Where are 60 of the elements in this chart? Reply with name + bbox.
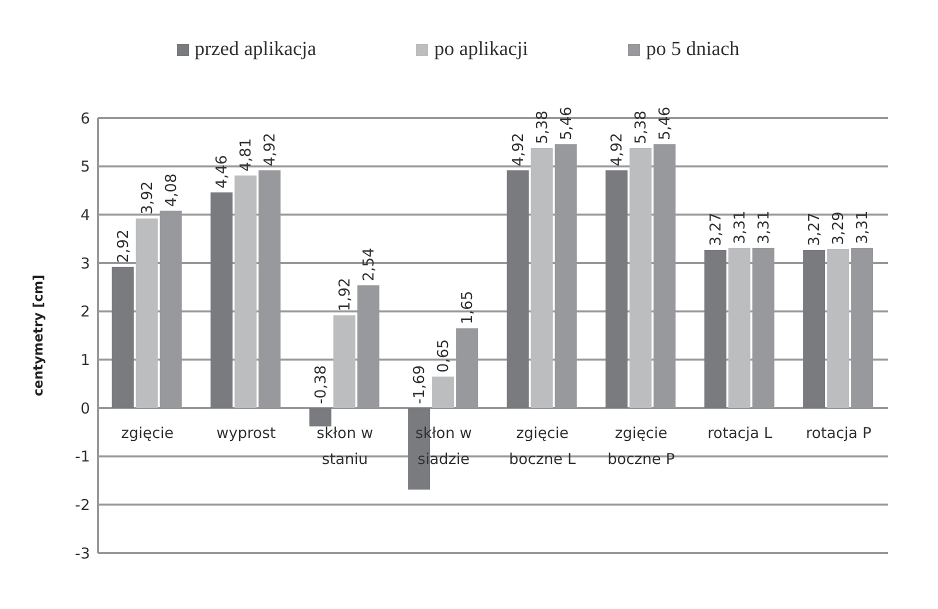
bar <box>333 315 356 408</box>
y-tick-label: 4 <box>80 206 90 224</box>
bar <box>210 192 233 408</box>
data-label: 2,54 <box>359 248 378 282</box>
bar <box>827 248 850 408</box>
data-label: 5,38 <box>632 110 650 144</box>
data-label: 3,29 <box>829 212 848 245</box>
bar <box>728 248 750 408</box>
data-label: -0,38 <box>311 365 330 404</box>
bar <box>234 176 257 408</box>
y-tick-label: -3 <box>75 544 90 562</box>
data-label: -1,69 <box>410 365 428 404</box>
data-label: 3,27 <box>805 212 824 246</box>
x-tick-label: zgięcie boczne P <box>607 424 675 468</box>
x-tick-label: zgięcie boczne L <box>509 424 576 468</box>
data-label: 3,92 <box>138 181 156 215</box>
data-label: 3,31 <box>754 210 772 244</box>
data-label: 1,65 <box>458 290 476 324</box>
x-tick-label: wyprost <box>216 424 276 442</box>
data-label: 4,81 <box>236 138 255 172</box>
legend-label: przed aplikacja <box>194 38 316 61</box>
x-tick-label: zgięcie <box>121 424 174 442</box>
y-tick-label: 3 <box>80 254 90 272</box>
bar <box>432 376 454 408</box>
data-label: 5,46 <box>556 106 575 140</box>
data-label: 4,92 <box>260 132 279 166</box>
y-tick-label: -1 <box>75 448 90 466</box>
legend-label: po aplikacji <box>433 38 528 61</box>
data-label: 5,38 <box>532 110 551 144</box>
data-label: 4,46 <box>212 155 231 188</box>
bar <box>309 408 332 426</box>
y-tick-label: 2 <box>80 302 90 321</box>
data-label: 3,31 <box>730 210 748 244</box>
y-tick-label: -2 <box>75 496 90 514</box>
bar <box>704 250 726 408</box>
data-label: 3,31 <box>853 210 872 244</box>
y-tick-label: 1 <box>80 350 90 369</box>
x-tick-label: skłon w staniu <box>316 424 374 468</box>
x-tick-label: rotacja L <box>707 424 773 442</box>
y-tick-label: 5 <box>80 158 90 176</box>
bar <box>630 148 652 408</box>
data-label: 3,27 <box>706 212 724 246</box>
y-tick-label: 0 <box>80 399 90 418</box>
bar <box>803 250 826 408</box>
data-label: 4,92 <box>508 132 527 166</box>
legend-label: po 5 dniach <box>645 38 740 61</box>
data-label: 5,46 <box>656 106 674 140</box>
data-label: 1,92 <box>335 278 354 312</box>
data-label: 0,65 <box>434 339 452 373</box>
data-label: 2,92 <box>114 229 132 263</box>
y-tick-label: 6 <box>80 109 90 128</box>
bar <box>606 170 628 408</box>
x-tick-label: rotacja P <box>806 424 872 442</box>
bar <box>530 148 553 408</box>
data-label: 4,08 <box>162 173 180 207</box>
bar <box>506 170 529 408</box>
y-axis-title: centymetry [cm] <box>32 274 47 396</box>
data-label: 4,92 <box>608 132 626 166</box>
bar <box>136 218 158 408</box>
bar <box>112 266 134 408</box>
